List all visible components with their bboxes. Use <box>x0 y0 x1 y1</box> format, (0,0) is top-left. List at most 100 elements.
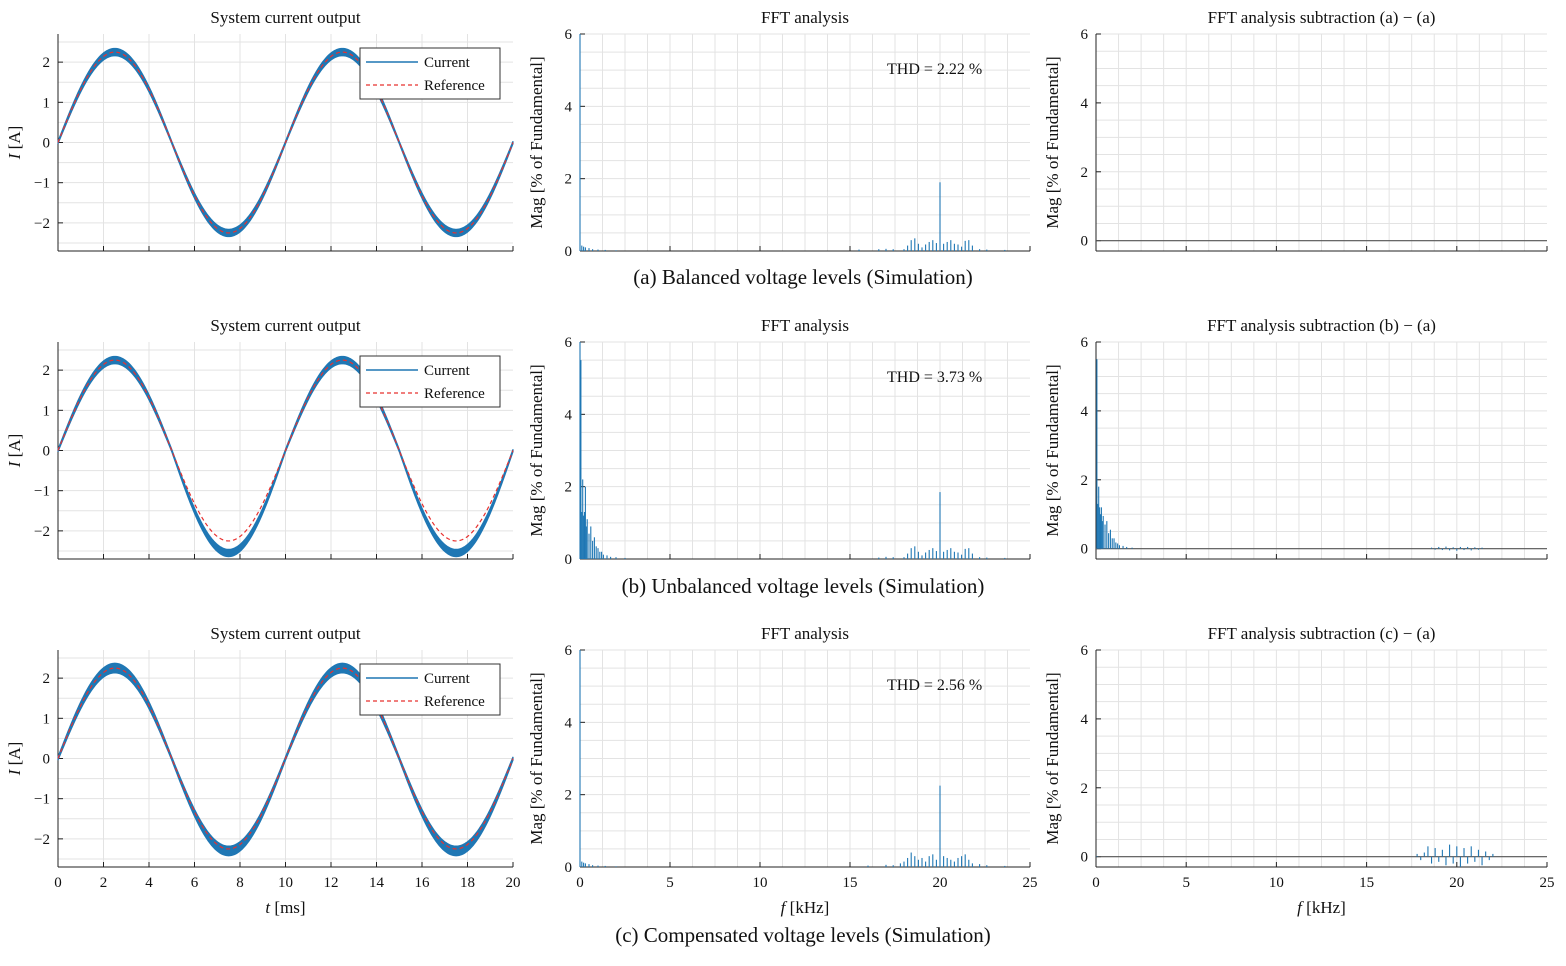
y-tick-label: 0 <box>565 244 573 260</box>
x-axis-label: f [kHz] <box>781 898 830 917</box>
plot-title-fft: FFT analysis <box>761 624 849 643</box>
y-tick-label: 0 <box>1081 850 1089 866</box>
y-tick-label: 0 <box>43 752 51 768</box>
x-tick-label: 0 <box>54 875 62 891</box>
y-tick-label: −2 <box>34 216 50 232</box>
legend-box <box>359 47 501 100</box>
y-axis-label: Mag [% of Fundamental] <box>527 56 546 228</box>
y-axis-var: I <box>5 460 24 468</box>
y-tick-label: 4 <box>565 99 573 115</box>
x-tick-label: 18 <box>460 875 475 891</box>
y-tick-label: 2 <box>1081 473 1089 489</box>
y-tick-label: 4 <box>1081 404 1089 420</box>
panel-a-fft: 0 2 4 6 FFT analysis Mag [% of Fundamental] TH… <box>527 8 1031 260</box>
legend: Current Reference <box>359 355 501 408</box>
y-axis-label: Mag [% of Fundamental] <box>1043 56 1062 228</box>
x-tick-label: 25 <box>1023 875 1038 891</box>
y-tick-label: 2 <box>1081 165 1089 181</box>
legend-reference-label: Reference <box>424 386 485 402</box>
y-tick-label: 0 <box>565 552 573 568</box>
y-axis-var: I <box>5 152 24 160</box>
y-tick-label: 6 <box>565 27 573 43</box>
legend-reference-label: Reference <box>424 78 485 94</box>
x-axis-label: t [ms] <box>265 898 305 917</box>
x-tick-label: 15 <box>1359 875 1374 891</box>
grid <box>580 649 1030 868</box>
legend-current-label: Current <box>424 363 471 379</box>
x-axis-unit: [kHz] <box>1302 898 1346 917</box>
grid <box>1096 341 1547 559</box>
plot-title-diff: FFT analysis subtraction (c) − (a) <box>1208 624 1436 643</box>
y-tick-label: 6 <box>1081 27 1089 43</box>
y-tick-label: −1 <box>34 792 50 808</box>
x-tick-label: 15 <box>843 875 858 891</box>
y-axis-label: I [A] <box>5 742 24 777</box>
plot-title-time: System current output <box>210 8 360 27</box>
series-reference-line <box>57 667 514 850</box>
legend-box <box>359 355 501 408</box>
y-tick-label: 0 <box>1081 234 1089 250</box>
x-tick-label: 16 <box>415 875 431 891</box>
x-axis-unit: [kHz] <box>785 898 829 917</box>
plot-title-fft: FFT analysis <box>761 8 849 27</box>
plot-title-fft: FFT analysis <box>761 316 849 335</box>
x-tick-label: 14 <box>369 875 385 891</box>
y-tick-label: 6 <box>1081 643 1089 659</box>
plot-title-time: System current output <box>210 624 360 643</box>
x-tick-label: 0 <box>576 875 584 891</box>
y-tick-label: −2 <box>34 832 50 848</box>
x-tick-label: 10 <box>1269 875 1284 891</box>
x-tick-label: 10 <box>753 875 768 891</box>
y-tick-label: 0 <box>565 860 573 876</box>
y-tick-label: 0 <box>1081 542 1089 558</box>
grid <box>580 33 1030 252</box>
thd-annotation: THD = 2.56 % <box>887 677 982 694</box>
x-tick-label: 20 <box>933 875 948 891</box>
row-caption: (c) Compensated voltage levels (Simulati… <box>615 923 991 947</box>
y-axis-unit: [A] <box>5 126 24 154</box>
y-tick-label: 2 <box>1081 781 1089 797</box>
y-axis-label: I [A] <box>5 126 24 161</box>
y-axis-label: Mag [% of Fundamental] <box>527 672 546 844</box>
y-tick-label: 2 <box>565 788 573 804</box>
y-tick-label: 1 <box>43 403 51 419</box>
y-tick-label: 1 <box>43 711 51 727</box>
plot-title-time: System current output <box>210 316 360 335</box>
y-tick-label: 2 <box>43 671 51 687</box>
y-tick-label: 4 <box>1081 712 1089 728</box>
panel-a-time: −2 −1 0 1 2 System current output I [A] Current… <box>5 8 514 252</box>
row-caption: (b) Unbalanced voltage levels (Simulatio… <box>622 574 985 598</box>
x-axis-var: f <box>1297 898 1304 917</box>
legend-current-label: Current <box>424 55 471 71</box>
y-tick-label: 6 <box>1081 335 1089 351</box>
y-tick-label: −2 <box>34 524 50 540</box>
row-caption: (a) Balanced voltage levels (Simulation) <box>633 265 972 289</box>
y-tick-label: −1 <box>34 176 50 192</box>
y-tick-label: 2 <box>565 172 573 188</box>
series-reference-line <box>57 51 514 234</box>
x-tick-label: 8 <box>236 875 244 891</box>
x-axis-var: t <box>265 898 271 917</box>
y-axis-label: Mag [% of Fundamental] <box>1043 364 1062 536</box>
grid <box>580 341 1030 560</box>
x-tick-label: 12 <box>324 875 339 891</box>
x-axis-unit: [ms] <box>270 898 305 917</box>
grid <box>1096 33 1547 251</box>
x-tick-label: 6 <box>191 875 199 891</box>
x-tick-label: 20 <box>506 875 521 891</box>
legend: Current Reference <box>359 663 501 716</box>
y-axis-label: Mag [% of Fundamental] <box>527 364 546 536</box>
y-axis-unit: [A] <box>5 434 24 462</box>
series-reference-line <box>57 359 514 542</box>
x-tick-label: 25 <box>1540 875 1555 891</box>
x-tick-label: 5 <box>666 875 674 891</box>
y-tick-label: 4 <box>1081 96 1089 112</box>
y-tick-label: 4 <box>565 715 573 731</box>
panel-b-fft: 0 2 4 6 FFT analysis Mag [% of Fundamental] TH… <box>527 316 1031 568</box>
y-axis-label: Mag [% of Fundamental] <box>1043 672 1062 844</box>
x-tick-label: 2 <box>100 875 108 891</box>
x-tick-label: 5 <box>1182 875 1190 891</box>
legend: Current Reference <box>359 47 501 100</box>
panel-c-fft: 0 2 4 6 0 5 10 15 20 25 FFT analysis Mag [% of Fund… <box>527 624 1038 917</box>
thd-annotation: THD = 3.73 % <box>887 369 982 386</box>
